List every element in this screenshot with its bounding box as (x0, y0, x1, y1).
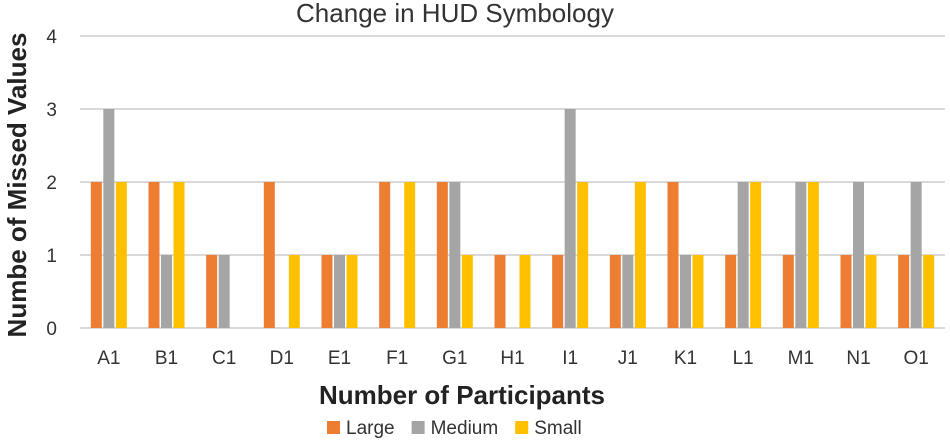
legend-swatch-small (515, 421, 529, 434)
bar-large-m1 (782, 255, 794, 328)
bar-large-j1 (609, 255, 621, 328)
x-tick-label: J1 (618, 348, 638, 369)
x-tick-label: D1 (270, 348, 294, 369)
bar-large-e1 (321, 255, 333, 328)
bar-medium-k1 (680, 255, 691, 328)
x-tick-label: O1 (903, 348, 928, 369)
bar-medium-j1 (622, 255, 634, 328)
x-tick-label: M1 (788, 348, 814, 369)
bar-medium-g1 (449, 182, 461, 328)
bar-medium-n1 (853, 182, 864, 328)
bar-small-j1 (634, 182, 646, 328)
bar-large-h1 (494, 255, 506, 328)
x-tick-label: L1 (733, 348, 754, 369)
legend-label-medium: Medium (431, 418, 499, 439)
bar-small-g1 (461, 255, 473, 328)
bar-large-f1 (379, 182, 391, 328)
bar-medium-l1 (737, 182, 749, 328)
bar-large-g1 (436, 182, 448, 328)
bar-medium-m1 (795, 182, 807, 328)
bar-medium-i1 (564, 109, 576, 328)
bar-small-e1 (346, 255, 358, 328)
chart-title: Change in HUD Symbology (296, 0, 614, 28)
bar-small-k1 (692, 255, 704, 328)
bar-small-f1 (404, 182, 416, 328)
bar-small-b1 (173, 182, 185, 328)
bar-medium-e1 (334, 255, 345, 328)
bar-medium-c1 (218, 255, 230, 328)
bar-small-d1 (288, 255, 300, 328)
x-tick-label: H1 (500, 348, 524, 369)
y-tick-label: 3 (46, 100, 57, 121)
x-tick-label: F1 (386, 348, 408, 369)
x-axis-label: Number of Participants (319, 380, 605, 410)
y-tick-label: 1 (46, 246, 57, 267)
bar-large-n1 (840, 255, 852, 328)
x-tick-label: I1 (562, 348, 578, 369)
bar-small-l1 (750, 182, 762, 328)
bar-small-m1 (807, 182, 819, 328)
bar-large-i1 (552, 255, 564, 328)
bar-large-l1 (725, 255, 737, 328)
x-tick-labels: A1 B1 C1 D1 E1 F1 G1 H1 I1 J1 K1 L1 M1 N1 O1 (97, 348, 929, 369)
bar-large-o1 (898, 255, 910, 328)
bar-large-c1 (206, 255, 218, 328)
bar-medium-b1 (161, 255, 172, 328)
x-tick-label: E1 (328, 348, 351, 369)
bar-small-i1 (577, 182, 589, 328)
bar-large-d1 (263, 182, 275, 328)
bar-medium-o1 (910, 182, 922, 328)
x-tick-label: C1 (212, 348, 236, 369)
y-tick-label: 0 (46, 319, 57, 340)
y-tick-label: 4 (46, 27, 57, 48)
bar-large-a1 (90, 182, 102, 328)
x-tick-label: N1 (846, 348, 870, 369)
bar-small-o1 (923, 255, 935, 328)
x-tick-label: B1 (155, 348, 178, 369)
bars (90, 109, 935, 328)
y-tick-labels: 0 1 2 3 4 (46, 27, 57, 340)
legend-swatch-medium (411, 421, 425, 434)
legend-swatch-large (327, 421, 340, 434)
legend: Large Medium Small (327, 418, 582, 439)
legend-label-large: Large (346, 418, 395, 439)
x-tick-label: K1 (674, 348, 697, 369)
legend-label-small: Small (534, 418, 582, 439)
bar-small-n1 (865, 255, 877, 328)
bar-medium-a1 (103, 109, 115, 328)
y-axis-label: Numbe of Missed Values (2, 33, 32, 338)
bar-large-b1 (148, 182, 160, 328)
bar-small-a1 (115, 182, 127, 328)
bar-small-h1 (519, 255, 531, 328)
bar-large-k1 (667, 182, 679, 328)
y-tick-label: 2 (46, 173, 57, 194)
x-tick-label: A1 (97, 348, 120, 369)
x-tick-label: G1 (442, 348, 467, 369)
